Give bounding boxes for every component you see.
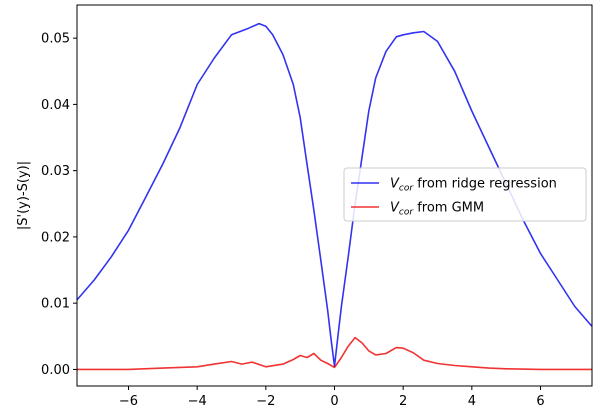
x-tick-label: −2 <box>256 394 275 409</box>
y-tick-label: 0.01 <box>41 297 70 312</box>
legend-box <box>343 167 587 222</box>
y-tick-label: 0.05 <box>41 32 70 47</box>
x-tick-label: −6 <box>119 394 138 409</box>
x-tick-label: −4 <box>188 394 207 409</box>
legend-rest: from ridge regression <box>413 177 557 192</box>
y-tick-label: 0.03 <box>41 164 70 179</box>
x-tick-label: 2 <box>399 394 407 409</box>
legend-entry-gmm: Vcor from GMM <box>390 201 484 218</box>
y-axis-label: |S'(y)-S(y)| <box>16 161 31 230</box>
legend: Vcor from ridge regression Vcor from GMM <box>343 167 587 222</box>
y-tick-label: 0.04 <box>41 98 70 113</box>
series-line-gmm <box>77 336 592 371</box>
plot-lines <box>76 22 593 371</box>
legend-var: V <box>390 177 400 192</box>
legend-var: V <box>390 201 400 216</box>
x-tick-label: 0 <box>330 394 338 409</box>
x-tick-label: 4 <box>468 394 476 409</box>
y-axis: 0.00 0.01 0.02 0.03 0.04 0.05 <box>41 32 77 378</box>
x-tick-label: 6 <box>536 394 544 409</box>
x-axis: −6 −4 −2 0 2 4 6 <box>119 386 545 409</box>
legend-entry-ridge-regression: Vcor from ridge regression <box>390 177 557 194</box>
legend-subscript: cor <box>399 208 414 218</box>
legend-subscript: cor <box>399 184 414 194</box>
legend-rest: from GMM <box>413 201 484 216</box>
y-tick-label: 0.00 <box>41 363 70 378</box>
y-tick-label: 0.02 <box>41 230 70 245</box>
